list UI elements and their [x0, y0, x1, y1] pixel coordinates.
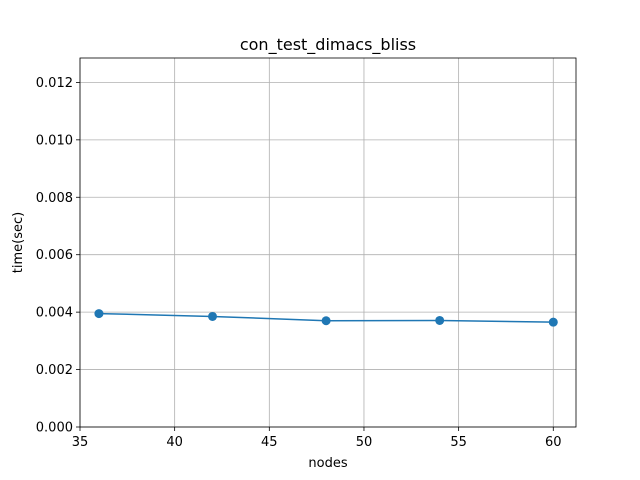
- y-tick-label: 0.006: [36, 248, 73, 263]
- y-tick-label: 0.004: [36, 306, 73, 321]
- x-tick-label: 35: [72, 435, 89, 450]
- x-axis-ticks: 35 40 45 50 55 60: [72, 427, 562, 450]
- y-tick-label: 0.000: [36, 421, 73, 436]
- data-point: [208, 311, 218, 321]
- data-point: [94, 309, 104, 319]
- y-tick-label: 0.008: [36, 191, 73, 206]
- y-axis-ticks: 0.000 0.002 0.004 0.006 0.008 0.010 0.012: [36, 76, 80, 436]
- axes: [79, 57, 577, 428]
- chart-title: con_test_dimacs_bliss: [240, 35, 416, 55]
- data-point: [548, 317, 558, 327]
- x-tick-label: 60: [545, 435, 562, 450]
- y-axis-label: time(sec): [11, 212, 26, 273]
- grid: [79, 58, 576, 428]
- y-tick-label: 0.012: [36, 76, 73, 91]
- x-tick-label: 40: [166, 435, 183, 450]
- x-tick-label: 50: [356, 435, 373, 450]
- y-tick-label: 0.010: [36, 133, 73, 148]
- y-tick-label: 0.002: [36, 363, 73, 378]
- x-tick-label: 55: [450, 435, 467, 450]
- x-tick-label: 45: [261, 435, 278, 450]
- series-group: [94, 309, 558, 327]
- data-point: [321, 316, 331, 326]
- plot-frame: [79, 57, 577, 428]
- x-axis-label: nodes: [308, 456, 347, 471]
- data-point: [435, 315, 445, 325]
